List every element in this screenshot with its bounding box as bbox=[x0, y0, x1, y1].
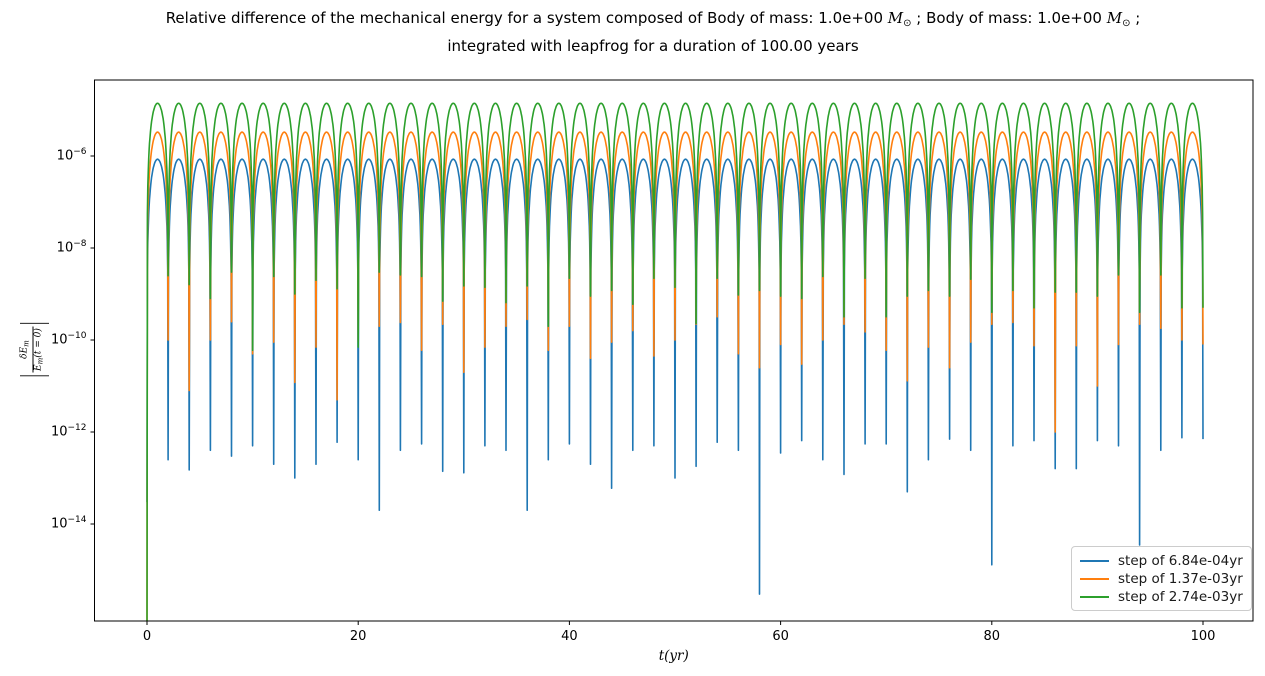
chart-title-line2: integrated with leapfrog for a duration … bbox=[447, 37, 859, 55]
series-line bbox=[146, 131, 1204, 621]
y-tick-label: 10−14 bbox=[50, 515, 87, 532]
y-tick-label: 10−8 bbox=[56, 239, 87, 256]
legend-label: step of 6.84e-04yr bbox=[1118, 553, 1243, 569]
solar-mass-icon: ⊙ bbox=[903, 18, 912, 29]
y-axis-label: | δEm Em(t = 0) | bbox=[16, 321, 50, 378]
legend-label: step of 2.74e-03yr bbox=[1118, 589, 1243, 605]
chart-title-line1: Relative difference of the mechanical en… bbox=[165, 9, 1141, 29]
x-axis-label: t(yr) bbox=[658, 648, 689, 664]
x-tick-label: 100 bbox=[1190, 629, 1216, 644]
legend-line-sample-blue bbox=[1080, 560, 1109, 562]
legend-line-sample-green bbox=[1080, 596, 1109, 598]
x-tick-label: 0 bbox=[142, 629, 152, 644]
legend-label: step of 1.37e-03yr bbox=[1118, 571, 1243, 587]
series-line bbox=[146, 158, 1204, 595]
mass-symbol: M bbox=[887, 9, 904, 27]
axes-frame bbox=[94, 79, 1254, 622]
legend-entry-green: step of 2.74e-03yr bbox=[1080, 588, 1243, 606]
y-tick-label: 10−12 bbox=[50, 423, 87, 440]
mass-symbol: M bbox=[1106, 9, 1123, 27]
x-tick-label: 60 bbox=[772, 629, 789, 644]
y-tick-label: 10−10 bbox=[50, 331, 87, 348]
x-tick-label: 80 bbox=[983, 629, 1001, 644]
legend-entry-blue: step of 6.84e-04yr bbox=[1080, 552, 1243, 570]
x-tick-label: 40 bbox=[561, 629, 578, 644]
y-tick-label: 10−6 bbox=[56, 147, 87, 164]
x-tick-label: 20 bbox=[349, 629, 367, 644]
chart-title: Relative difference of the mechanical en… bbox=[20, 7, 1265, 57]
legend-line-sample-orange bbox=[1080, 578, 1109, 580]
legend-box: step of 6.84e-04yr step of 1.37e-03yr st… bbox=[1071, 546, 1252, 611]
legend-entry-orange: step of 1.37e-03yr bbox=[1080, 570, 1243, 588]
series-line bbox=[146, 102, 1204, 621]
solar-mass-icon: ⊙ bbox=[1122, 18, 1131, 29]
